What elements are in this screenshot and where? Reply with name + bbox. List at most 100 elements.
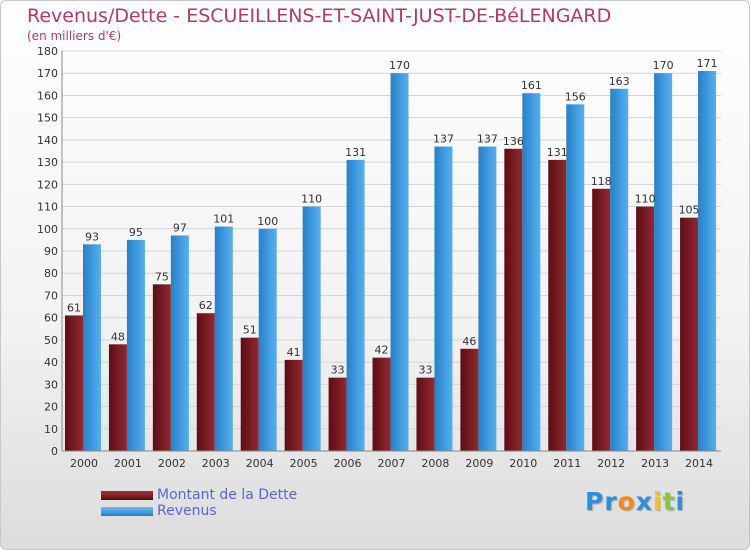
bar-revenus: [346, 159, 365, 451]
data-label-dette: 33: [331, 364, 345, 377]
x-tick-label: 2006: [334, 457, 362, 470]
bar-revenus: [258, 228, 277, 451]
data-label-dette: 41: [287, 346, 301, 359]
bar-revenus: [126, 239, 145, 451]
y-tick-label: 150: [37, 112, 58, 125]
logo-letter: i: [653, 487, 663, 516]
legend-swatch-revenus: [101, 506, 153, 516]
data-label-dette: 110: [635, 193, 656, 206]
x-tick-label: 2008: [421, 457, 449, 470]
y-tick-label: 70: [44, 289, 58, 302]
proxiti-logo: Proxiti: [585, 487, 685, 516]
x-tick-label: 2002: [158, 457, 186, 470]
data-label-revenus: 137: [433, 133, 454, 146]
logo-letter: r: [604, 487, 618, 516]
data-label-dette: 105: [679, 204, 700, 217]
data-label-dette: 118: [591, 175, 612, 188]
bar-revenus: [434, 146, 453, 452]
bar-revenus: [698, 71, 717, 451]
x-tick-label: 2005: [290, 457, 318, 470]
data-label-revenus: 97: [173, 221, 187, 234]
y-tick-label: 100: [37, 223, 58, 236]
data-label-revenus: 131: [345, 146, 366, 159]
data-label-revenus: 101: [213, 213, 234, 226]
data-label-dette: 51: [243, 324, 257, 337]
bar-revenus: [302, 206, 321, 451]
y-tick-label: 170: [37, 67, 58, 80]
y-tick-label: 50: [44, 334, 58, 347]
x-tick-label: 2013: [641, 457, 669, 470]
logo-letter: x: [635, 487, 653, 516]
data-label-revenus: 170: [389, 59, 410, 72]
bar-revenus: [610, 88, 629, 452]
chart-subtitle: (en milliers d'€): [27, 29, 122, 43]
y-tick-label: 140: [37, 134, 58, 147]
x-tick-label: 2012: [597, 457, 625, 470]
data-label-revenus: 110: [301, 193, 322, 206]
x-tick-label: 2010: [509, 457, 537, 470]
bar-revenus: [478, 146, 497, 452]
bar-dette: [548, 159, 567, 451]
x-tick-label: 2004: [246, 457, 274, 470]
y-tick-label: 120: [37, 178, 58, 191]
logo-letter: o: [617, 487, 636, 516]
y-tick-label: 30: [44, 378, 58, 391]
bar-dette: [284, 359, 303, 451]
x-tick-label: 2009: [465, 457, 493, 470]
data-label-dette: 61: [67, 301, 81, 314]
y-tick-label: 130: [37, 156, 58, 169]
data-label-dette: 48: [111, 330, 125, 343]
bar-dette: [108, 344, 127, 451]
bar-dette: [636, 206, 655, 451]
y-tick-label: 80: [44, 267, 58, 280]
data-label-dette: 42: [375, 344, 389, 357]
data-label-revenus: 171: [697, 57, 718, 70]
data-label-revenus: 161: [521, 79, 542, 92]
bar-revenus: [566, 104, 585, 451]
bar-dette: [328, 377, 347, 451]
data-label-dette: 136: [503, 135, 524, 148]
bar-revenus: [522, 93, 541, 451]
bar-dette: [196, 313, 215, 451]
data-label-revenus: 137: [477, 133, 498, 146]
chart-title: Revenus/Dette - ESCUEILLENS-ET-SAINT-JUS…: [27, 5, 612, 27]
y-tick-label: 10: [44, 423, 58, 436]
bars: [65, 71, 717, 452]
data-label-dette: 62: [199, 299, 213, 312]
bar-dette: [65, 315, 83, 451]
bar-dette: [416, 377, 435, 451]
y-tick-label: 160: [37, 89, 58, 102]
logo-letter: t: [662, 487, 676, 516]
y-tick-label: 40: [44, 356, 58, 369]
data-labels: 61 93 48 95 75 97 62 101 51 100 41 110 33 131 42 170 33 1…: [67, 57, 718, 377]
y-tick-label: 0: [51, 445, 58, 458]
legend-swatch-dette: [101, 490, 153, 500]
legend-item-revenus: Revenus: [101, 503, 297, 519]
bar-dette: [152, 284, 171, 451]
y-tick-label: 90: [44, 245, 58, 258]
bar-dette: [460, 348, 479, 451]
logo-letter: P: [585, 487, 605, 516]
bar-revenus: [170, 235, 189, 451]
y-tick-label: 60: [44, 312, 58, 325]
x-tick-label: 2003: [202, 457, 230, 470]
logo-letter: i: [675, 487, 686, 516]
bar-dette: [680, 217, 699, 451]
data-label-revenus: 100: [257, 215, 278, 228]
data-label-dette: 33: [418, 364, 432, 377]
x-tick-label: 2000: [70, 457, 98, 470]
legend: Montant de la Dette Revenus: [101, 487, 297, 519]
bar-dette: [240, 337, 259, 451]
data-label-dette: 46: [462, 335, 476, 348]
legend-label-dette: Montant de la Dette: [157, 487, 298, 503]
data-label-revenus: 163: [609, 75, 630, 88]
axes: [61, 51, 721, 452]
x-tick-label: 2007: [378, 457, 406, 470]
x-tick-label: 2014: [685, 457, 713, 470]
y-tick-label: 180: [37, 45, 58, 58]
bar-dette: [592, 188, 611, 451]
data-label-revenus: 156: [565, 90, 586, 103]
bar-revenus: [390, 73, 409, 451]
